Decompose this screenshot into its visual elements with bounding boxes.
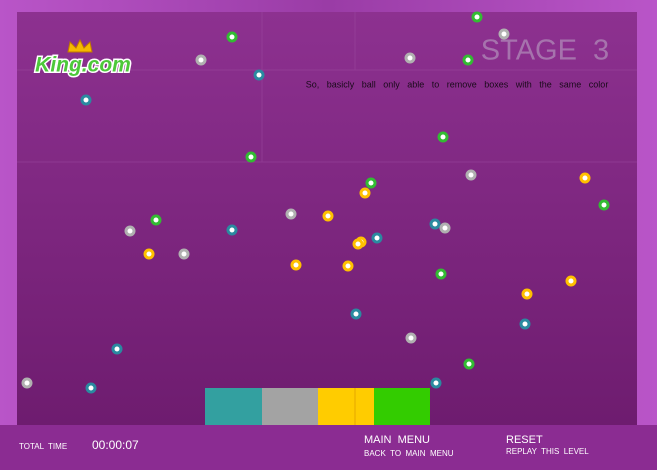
ball: [429, 218, 441, 230]
instruction: So, basicly ball only able to remove box…: [306, 79, 609, 89]
ball: [430, 377, 442, 389]
box-yellow: [318, 388, 374, 425]
ball: [226, 224, 238, 236]
ball: [463, 358, 475, 370]
ball: [598, 199, 610, 211]
ball: [365, 177, 377, 189]
ball: [178, 248, 190, 260]
ball: [371, 232, 383, 244]
ball: [290, 259, 302, 271]
logo-text: King.com: [35, 54, 131, 77]
ball: [519, 318, 531, 330]
box-gray: [262, 388, 318, 425]
ball: [195, 54, 207, 66]
box-green: [374, 388, 430, 425]
ball: [124, 225, 136, 237]
grid: [17, 12, 637, 163]
main-menu-subtitle[interactable]: BACK TO MAIN MENU: [364, 449, 454, 458]
logo: King.com: [34, 38, 132, 78]
ball: [352, 238, 364, 250]
ball: [565, 275, 577, 287]
footer-bar: [0, 425, 657, 470]
ball: [245, 151, 257, 163]
ball: [150, 214, 162, 226]
ball: [322, 210, 334, 222]
total-time: 00:00:07: [92, 438, 139, 452]
ball: [359, 187, 371, 199]
ball: [521, 288, 533, 300]
ball: [285, 208, 297, 220]
ball: [21, 377, 33, 389]
ball: [437, 131, 449, 143]
ball: [226, 31, 238, 43]
ball: [405, 332, 417, 344]
ball: [85, 382, 97, 394]
ball: [439, 222, 451, 234]
ball: [350, 308, 362, 320]
ball: [342, 260, 354, 272]
ball: [471, 11, 483, 23]
ball: [498, 28, 510, 40]
ball: [435, 268, 447, 280]
ball: [143, 248, 155, 260]
ball: [80, 94, 92, 106]
reset-subtitle[interactable]: REPLAY THIS LEVEL: [506, 447, 589, 456]
ball: [404, 52, 416, 64]
ball: [111, 343, 123, 355]
main-menu-button[interactable]: MAIN MENU: [364, 434, 430, 446]
reset-button[interactable]: RESET: [506, 434, 543, 446]
ball: [465, 169, 477, 181]
ball: [462, 54, 474, 66]
color-boxes: [205, 388, 430, 425]
total-time-label: TOTAL TIME: [19, 442, 67, 451]
balls: [21, 11, 610, 394]
box-teal: [205, 388, 262, 425]
stage-title: STAGE 3: [481, 35, 609, 67]
ball: [253, 69, 265, 81]
ball: [579, 172, 591, 184]
